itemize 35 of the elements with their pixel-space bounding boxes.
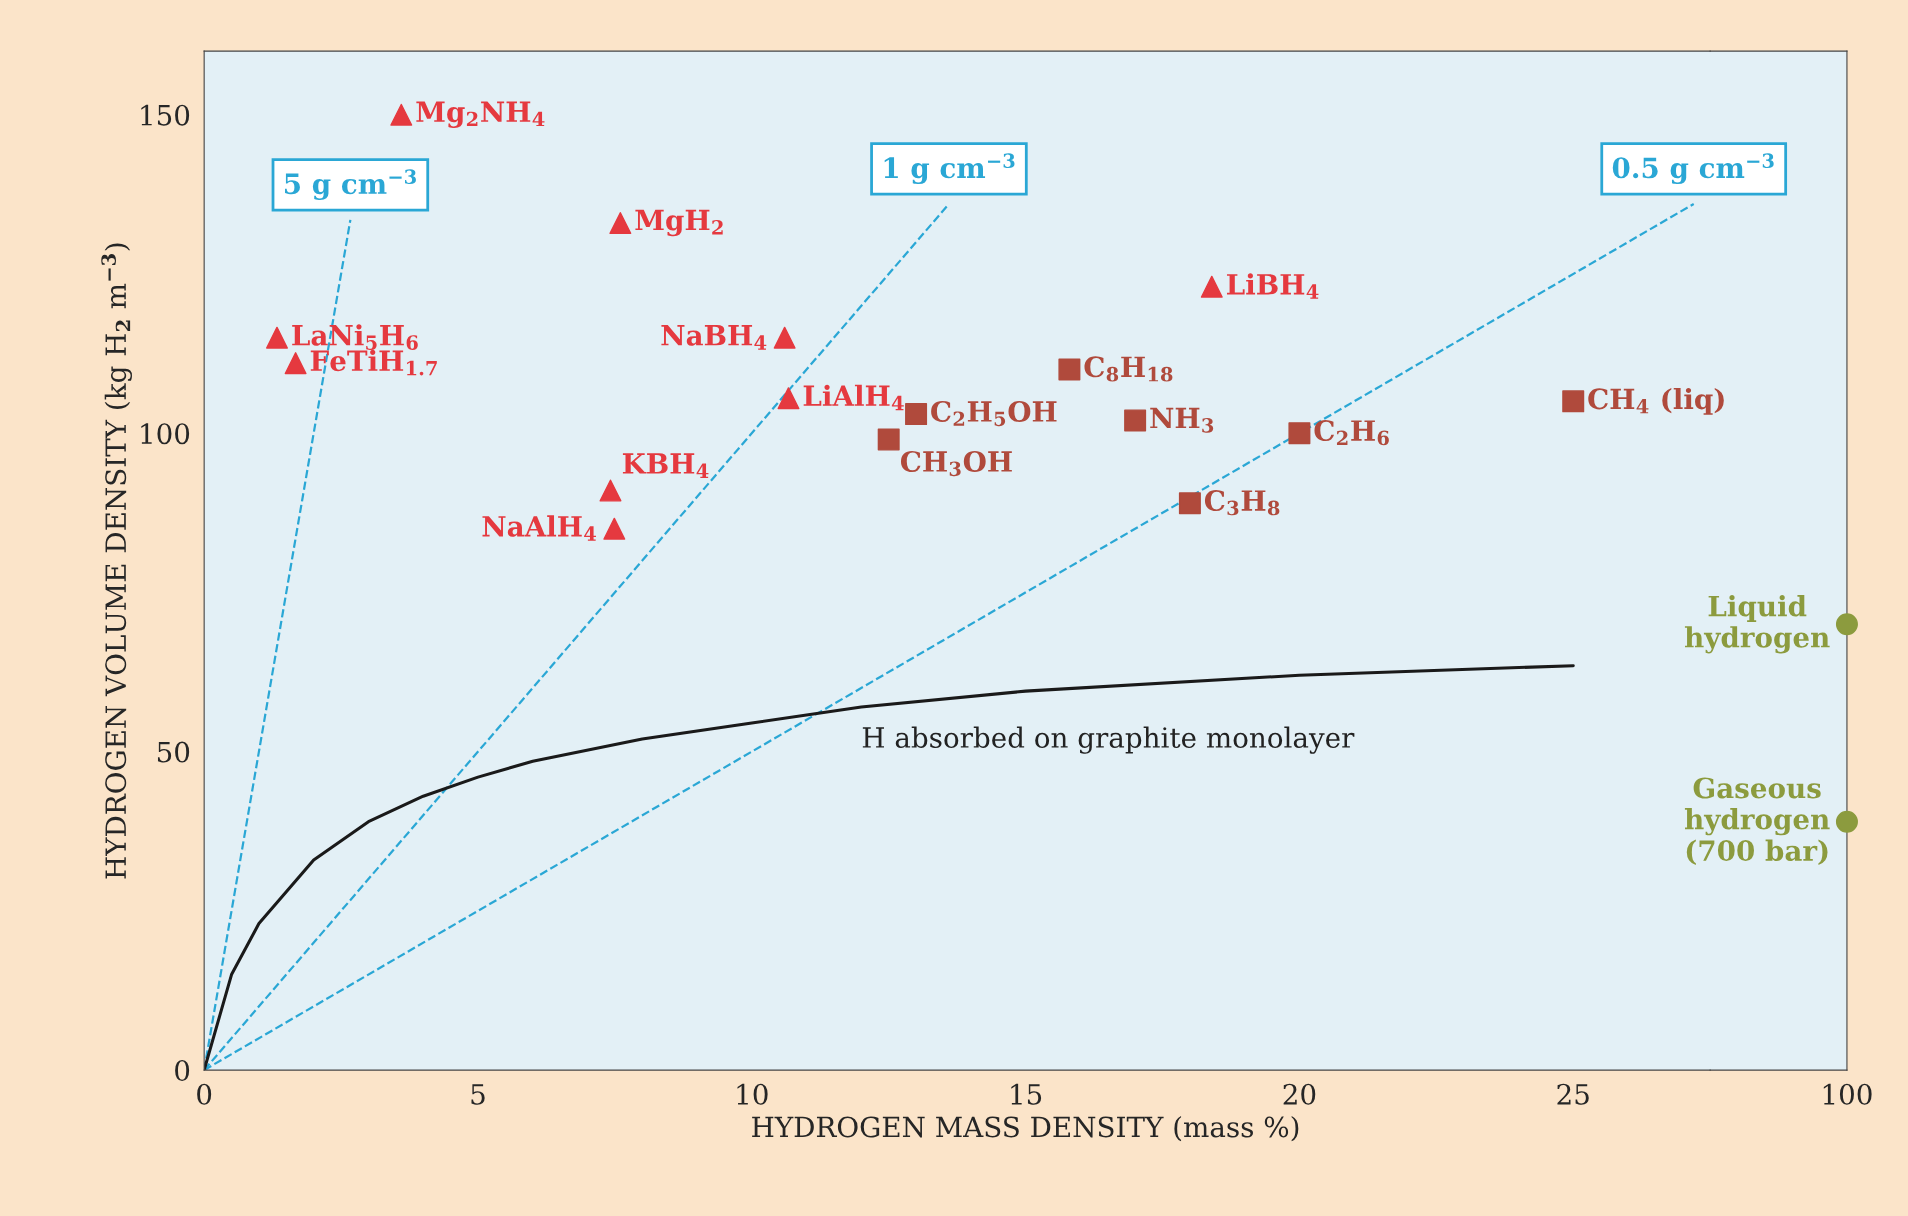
x-tick-label: 100: [1823, 1083, 1872, 1105]
y-tick-label: 150: [141, 104, 190, 126]
annotation: NaAlH$_{4}$: [482, 515, 596, 541]
y-axis-title: HYDROGEN VOLUME DENSITY (kg H$_{2}$ m$^{−3}$): [101, 243, 132, 879]
x-axis-title: HYDROGEN MASS DENSITY (mass %): [752, 1115, 1299, 1142]
annotation: MgH$_{2}$: [635, 209, 723, 237]
annotation: C$_{8}$H$_{18}$: [1084, 356, 1173, 382]
annotation: NaBH$_{4}$: [661, 325, 767, 350]
annotation: C$_{2}$H$_{6}$: [1314, 420, 1389, 446]
annotation: Gaseous hydrogen (700 bar): [1684, 777, 1830, 865]
y-tick-label: 0: [175, 1060, 190, 1082]
annotation: C$_{2}$H$_{5}$OH: [931, 400, 1057, 427]
annotation: LiBH$_{4}$: [1226, 273, 1319, 299]
x-tick-label: 5: [471, 1084, 485, 1105]
annotation: CH$_{3}$OH: [900, 450, 1012, 477]
annotation: H absorbed on graphite monolayer: [862, 726, 1355, 754]
y-tick-label: 50: [157, 741, 190, 763]
annotation: LiAlH$_{4}$: [803, 384, 904, 411]
annotation: CH$_{4}$ (liq): [1588, 387, 1724, 415]
x-tick-label: 25: [1557, 1083, 1589, 1105]
annotation: LaNi$_{5}$H$_{6}$: [292, 324, 418, 350]
annotation: Liquid hydrogen: [1684, 595, 1830, 654]
annotation: KBH$_{4}$: [622, 453, 709, 478]
x-tick-label: 10: [737, 1083, 768, 1105]
y-tick-label: 100: [141, 423, 190, 445]
annotation: NH$_{3}$: [1150, 407, 1214, 433]
annotation: Mg$_{2}$NH$_{4}$: [416, 101, 545, 128]
series-label: 5 g cm$^{−3}$: [285, 169, 416, 200]
x-tick-label: 0: [197, 1083, 212, 1105]
series-label: 0.5 g cm$^{−3}$: [1612, 153, 1774, 185]
annotation: FeTiH$_{1.7}$: [310, 349, 437, 376]
series-label: 1 g cm$^{−3}$: [884, 153, 1015, 185]
x-tick-label: 20: [1283, 1083, 1316, 1105]
annotation: C$_{3}$H$_{8}$: [1204, 490, 1280, 516]
x-tick-label: 15: [1011, 1083, 1042, 1105]
